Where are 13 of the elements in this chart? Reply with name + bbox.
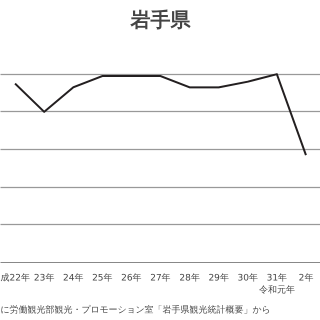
x-tick-label: 2年	[298, 272, 314, 284]
chart-title: 岩手県	[130, 8, 192, 32]
x-tick-label: 成22年	[0, 272, 30, 284]
x-tick-label: 23年	[34, 272, 54, 284]
x-tick-label: 27年	[150, 272, 171, 284]
x-tick-label: 25年	[92, 272, 113, 284]
text: に労働観光部観光・プロモーション室「岩手県観光統計概要」から	[0, 304, 270, 316]
x-tick-label: 30年	[238, 272, 258, 284]
x-tick-label: 28年	[179, 272, 200, 284]
x-tick-label: 29年	[208, 272, 229, 284]
x-tick-label: 31年令和元年	[258, 272, 295, 296]
x-tick-label: 26年	[121, 272, 142, 284]
x-tick-label: 24年	[63, 272, 84, 284]
